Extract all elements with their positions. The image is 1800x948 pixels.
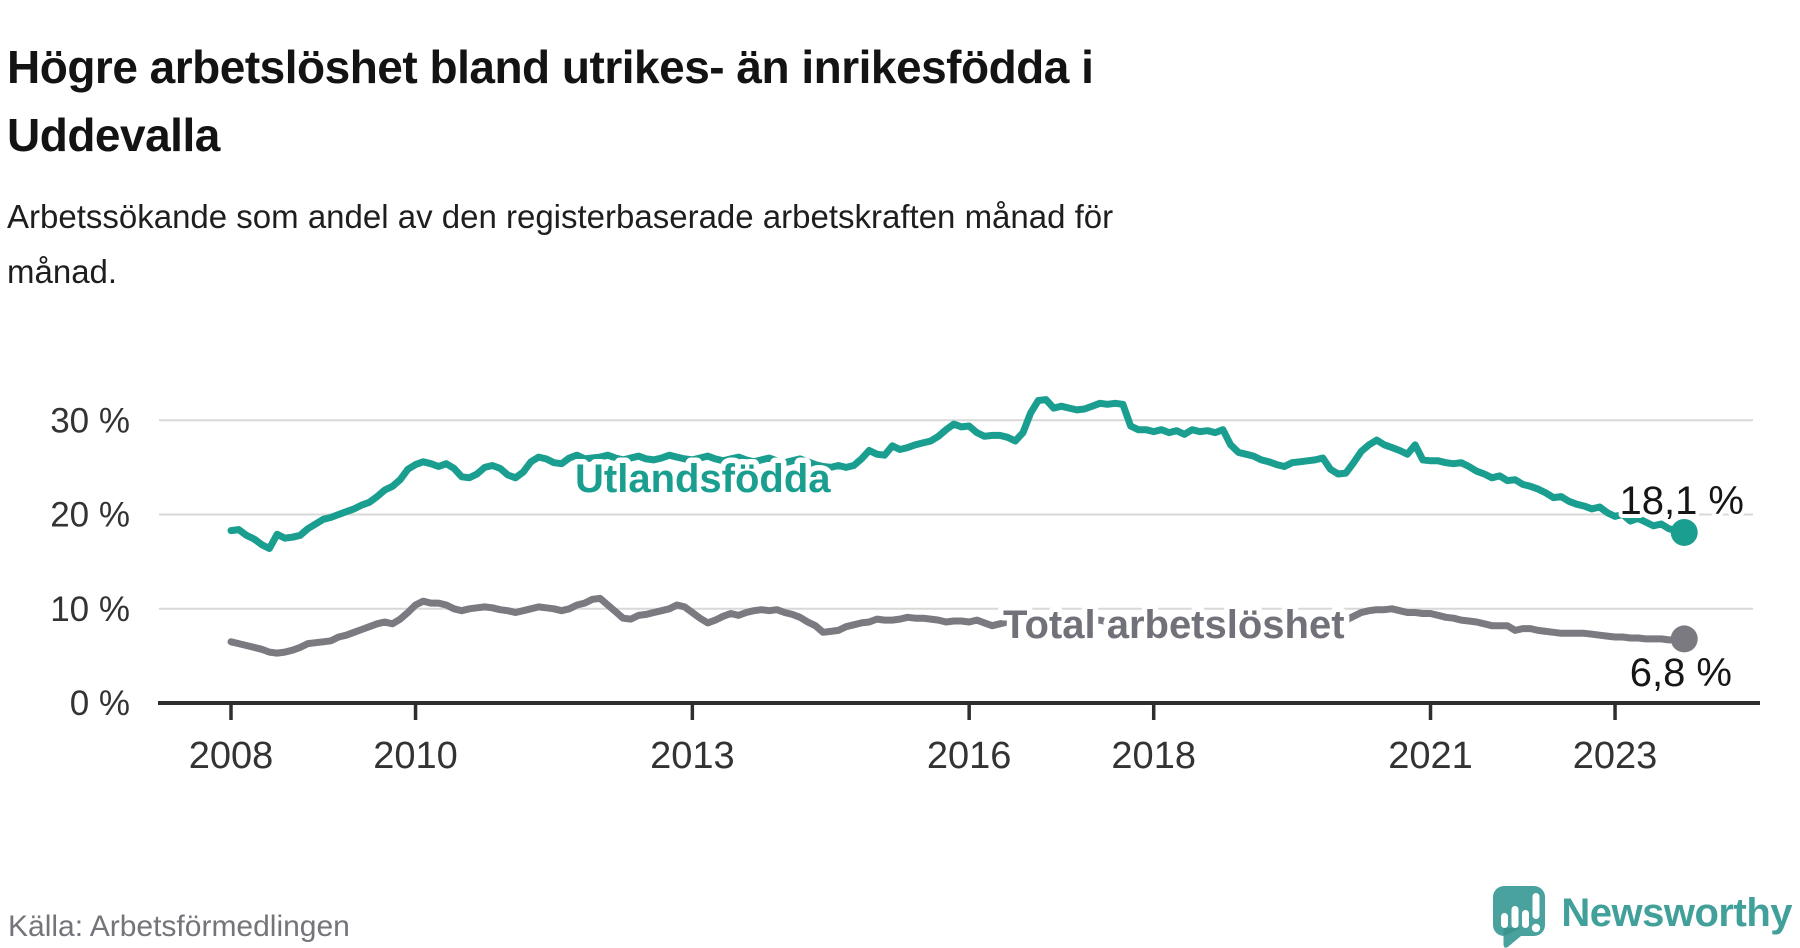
- x-axis-label-2008: 2008: [189, 735, 274, 777]
- y-axis-label-10: 10 %: [50, 590, 130, 629]
- chart-subtitle-line-1: Arbetssökande som andel av den registerb…: [7, 198, 1114, 235]
- value-label-utlandsfodda: 18,1 %: [1619, 479, 1744, 523]
- series-label-utlandsfodda: Utlandsfödda: [575, 457, 831, 501]
- newsworthy-logo-icon: [1493, 886, 1546, 948]
- x-axis-label-2013: 2013: [650, 735, 735, 777]
- chart-subtitle: Arbetssökande som andel av den registerb…: [7, 189, 1507, 299]
- y-axis-label-0: 0 %: [70, 684, 130, 723]
- newsworthy-brand: Newsworthy: [1491, 884, 1792, 948]
- x-axis-label-2016: 2016: [927, 735, 1012, 777]
- x-axis-label-2023: 2023: [1573, 735, 1658, 777]
- source-note: Källa: Arbetsförmedlingen: [8, 910, 350, 943]
- series-line-utlandsfodda: [227, 396, 1688, 552]
- x-axis-label-2021: 2021: [1388, 735, 1473, 777]
- x-axis-label-2018: 2018: [1111, 735, 1196, 777]
- x-axis: 2008 2010 2013 2016 2018 2021 2023: [158, 701, 1760, 777]
- page-title: Högre arbetslöshet bland utrikes- än inr…: [7, 33, 1567, 169]
- y-axis-label-20: 20 %: [50, 496, 130, 535]
- x-axis-label-2010: 2010: [373, 735, 458, 777]
- chart-labels: Utlandsfödda Total arbetslöshet 18,1 % 6,8 …: [570, 452, 1749, 700]
- chart-subtitle-line-2: månad.: [7, 253, 118, 290]
- y-axis-label-30: 30 %: [50, 401, 130, 440]
- page-title-line-1: Högre arbetslöshet bland utrikes- än inr…: [7, 40, 1094, 93]
- gridlines: 0 % 10 % 20 % 30 %: [50, 401, 1753, 723]
- page-title-line-2: Uddevalla: [7, 108, 220, 161]
- value-label-total-arbetsloshet: 6,8 %: [1630, 651, 1732, 695]
- end-dot-utlandsfodda: [1670, 518, 1698, 546]
- series-lines: [227, 396, 1688, 657]
- series-label-total-arbetsloshet: Total arbetslöshet: [1003, 603, 1345, 647]
- series-line-total-arbetsloshet: [227, 594, 1688, 657]
- end-dot-total-arbetsloshet: [1670, 625, 1698, 653]
- newsworthy-wordmark: Newsworthy: [1561, 890, 1792, 935]
